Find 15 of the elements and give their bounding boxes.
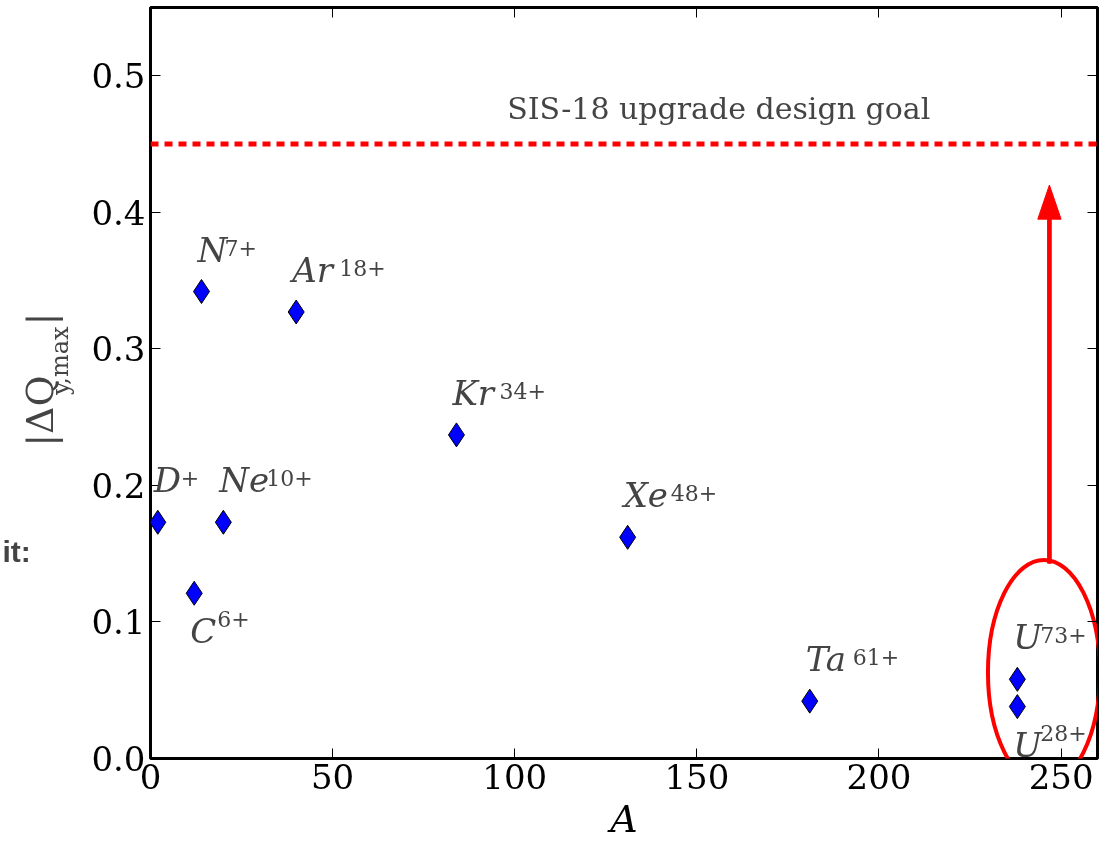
y-tick-label: 0.1 [91, 602, 146, 643]
x-tick-label: 150 [664, 756, 730, 797]
y-tick-label: 0.4 [91, 192, 146, 233]
ref-line-label: SIS-18 upgrade design goal [507, 91, 931, 127]
x-tick-label: 200 [846, 756, 912, 797]
x-tick-label: 250 [1028, 756, 1094, 797]
x-tick-label: 100 [482, 756, 548, 797]
x-axis-title: A [607, 796, 638, 841]
x-tick-label: 50 [310, 756, 355, 797]
y-tick-label: 0.2 [91, 465, 146, 506]
annotation: D+ [152, 460, 200, 501]
text: it: [2, 535, 31, 569]
y-tick-label: 0.3 [91, 329, 146, 370]
y-axis-title: |ΔQy,max| [18, 312, 75, 447]
y-tick-label: 0.5 [91, 56, 146, 97]
